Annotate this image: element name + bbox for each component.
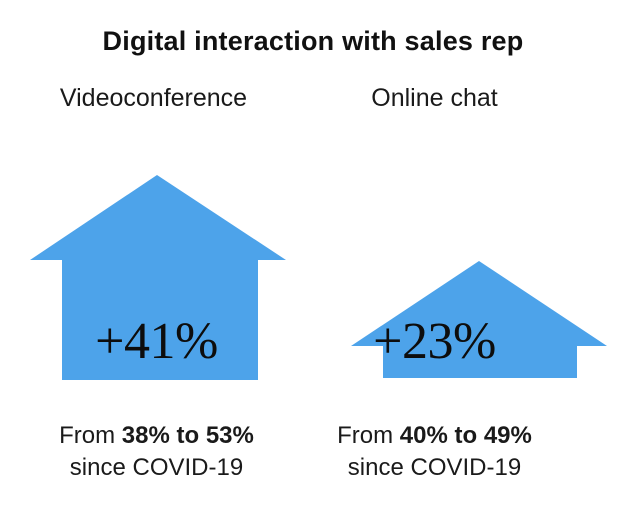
online-chat-column: Online chat +23% From 40% to 49% since C… [313,0,626,518]
videoconference-change: +41% [95,313,218,370]
videoconference-arrow [30,175,286,380]
videoconference-caption: From 38% to 53% since COVID-19 [0,420,313,484]
online-chat-arrow [351,261,607,378]
videoconference-label: Videoconference [59,84,248,112]
videoconference-column: Videoconference +41% From 38% to 53% sin… [0,84,313,484]
online-chat-from-word: From [337,422,400,449]
online-chat-range: 40% to 49% [399,422,532,449]
videoconference-caption-line1: From 38% to 53% [0,420,313,452]
videoconference-since: since COVID-19 [69,454,244,481]
videoconference-range: 38% to 53% [121,422,254,449]
online-chat-change: +23% [373,313,496,370]
online-chat-label: Online chat [371,84,498,112]
videoconference-arrow-shape [30,175,286,380]
online-chat-caption-line1: From 40% to 49% [278,420,591,452]
online-chat-arrow-shape [351,261,607,378]
online-chat-caption: From 40% to 49% since COVID-19 [278,420,591,484]
online-chat-since: since COVID-19 [347,454,522,481]
chart-title: Digital interaction with sales rep [102,26,524,56]
videoconference-from-word: From [59,422,122,449]
